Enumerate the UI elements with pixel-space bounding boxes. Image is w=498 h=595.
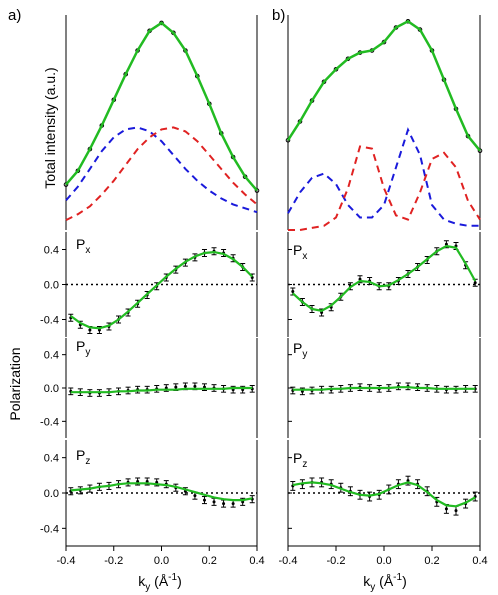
panel-a-xtick-label: -0.4 <box>57 555 76 567</box>
xlabel-b-unit: (Å <box>375 573 394 589</box>
panel-b-px-fit-line <box>292 244 477 312</box>
panel-a-pz-ytick-label: -0.4 <box>40 523 59 535</box>
panel-b-py-fit-line <box>292 386 476 391</box>
py-main-a: P <box>76 338 85 354</box>
panel-a-pz-data-point <box>222 502 226 506</box>
panel-b-total-intensity-component-2-line <box>287 127 480 227</box>
panel-b-pz-fit-line <box>292 481 476 508</box>
panel-a-pz-ytick-label: 0.4 <box>44 453 59 465</box>
py-main-b: P <box>293 340 302 356</box>
px-sub-a: x <box>85 245 90 256</box>
panel-b-pz-data-point <box>454 509 458 513</box>
py-sub-b: y <box>302 349 307 360</box>
panel-a-pz-data-point <box>202 498 206 502</box>
pz-sub-a: z <box>85 456 90 467</box>
panel-a-py-ytick-label: 0.0 <box>44 383 59 395</box>
panel-a-py-fit-line <box>70 386 253 394</box>
ylabel-total-intensity: Total intensity (a.u.) <box>42 67 58 188</box>
panel-b-pz-data-point <box>406 479 410 483</box>
panel-label-a: a) <box>8 7 21 24</box>
panel-a-px-fit-line <box>70 250 253 330</box>
panel-b-px-data-point <box>291 290 295 293</box>
row-label-pz-b: Pz <box>293 450 307 470</box>
panel-b-xtick-label: -0.2 <box>327 555 346 567</box>
pz-sub-b: z <box>302 459 307 470</box>
panel-b-total-intensity-fit-line <box>286 19 481 152</box>
xlabel-a-exp: -1 <box>168 572 177 583</box>
pz-main-b: P <box>293 450 302 466</box>
panel-a-px-ytick-label: -0.4 <box>40 315 59 327</box>
panel-a-px-ytick-label: 0.0 <box>44 280 59 292</box>
panel-a-total-intensity-component-3-line <box>65 126 258 221</box>
panel-a-pz-data-point <box>231 502 235 506</box>
xlabel-a: ky (Å-1) <box>138 572 181 593</box>
panel-a-xtick-label: 0.0 <box>154 555 169 567</box>
pz-main-a: P <box>76 447 85 463</box>
panel-b-total-intensity-component-3-line <box>288 145 481 231</box>
ylabel-polarization: Polarization <box>7 347 23 420</box>
panel-b-xtick-label: 0.2 <box>424 555 439 567</box>
panel-a-py-ytick-label: 0.4 <box>44 350 59 362</box>
px-sub-b: x <box>302 251 307 262</box>
row-label-pz-a: Pz <box>76 447 90 467</box>
xlabel-a-sub: y <box>145 582 150 593</box>
xlabel-b-close: ) <box>402 573 407 589</box>
panel-a-pz-data-point <box>212 500 216 504</box>
row-label-px-b: Px <box>293 242 307 262</box>
panel-b-xtick-label: -0.4 <box>279 555 298 567</box>
xlabel-b: ky (Å-1) <box>363 572 406 593</box>
panel-label-b: b) <box>272 7 285 24</box>
xlabel-b-main: k <box>363 573 371 589</box>
plot-layer: 0.4 0.0 -0.4 0.4 0.0 -0.4 0.4 0.0 -0.4 -0.4 -0.2 0.… <box>40 15 488 567</box>
panel-b-px-data-point <box>473 281 477 285</box>
panel-a-py-data-point <box>193 384 197 388</box>
panel-a-total-intensity-fit-line <box>65 21 258 192</box>
panel-a-pz-fit-line <box>70 482 253 502</box>
panel-a-pz-ytick-label: 0.0 <box>44 488 59 500</box>
row-label-py-b: Py <box>293 340 307 360</box>
panel-a-px-data-point <box>88 328 92 332</box>
xlabel-a-unit: (Å <box>150 573 169 589</box>
xlabel-b-sub: y <box>370 582 375 593</box>
panel-b-pz-data-point <box>444 507 448 511</box>
panel-a-py-data-point <box>183 384 187 388</box>
py-sub-a: y <box>85 347 90 358</box>
px-main-a: P <box>76 236 85 252</box>
panel-a-py-ytick-label: -0.4 <box>40 416 59 428</box>
row-label-py-a: Py <box>76 338 90 358</box>
panel-a-py-data-point <box>174 385 178 389</box>
panel-b-px-data-point <box>444 242 448 246</box>
panel-a-total-intensity-component-2-line <box>65 126 258 214</box>
panel-a-px-ytick-label: 0.4 <box>44 245 59 257</box>
xlabel-a-close: ) <box>177 573 182 589</box>
panel-a-total-intensity-data-line <box>65 22 258 191</box>
xlabel-b-exp: -1 <box>393 572 402 583</box>
px-main-b: P <box>293 242 302 258</box>
panel-a-xtick-label: 0.2 <box>202 555 217 567</box>
panel-b-xtick-label: 0.0 <box>376 555 391 567</box>
panel-a-xtick-label: 0.4 <box>249 555 264 567</box>
panel-a-xtick-label: -0.2 <box>104 555 123 567</box>
panel-b-xtick-label: 0.4 <box>472 555 487 567</box>
xlabel-a-main: k <box>138 573 146 589</box>
row-label-px-a: Px <box>76 236 90 256</box>
panel-a-pz-data-point <box>193 494 197 498</box>
